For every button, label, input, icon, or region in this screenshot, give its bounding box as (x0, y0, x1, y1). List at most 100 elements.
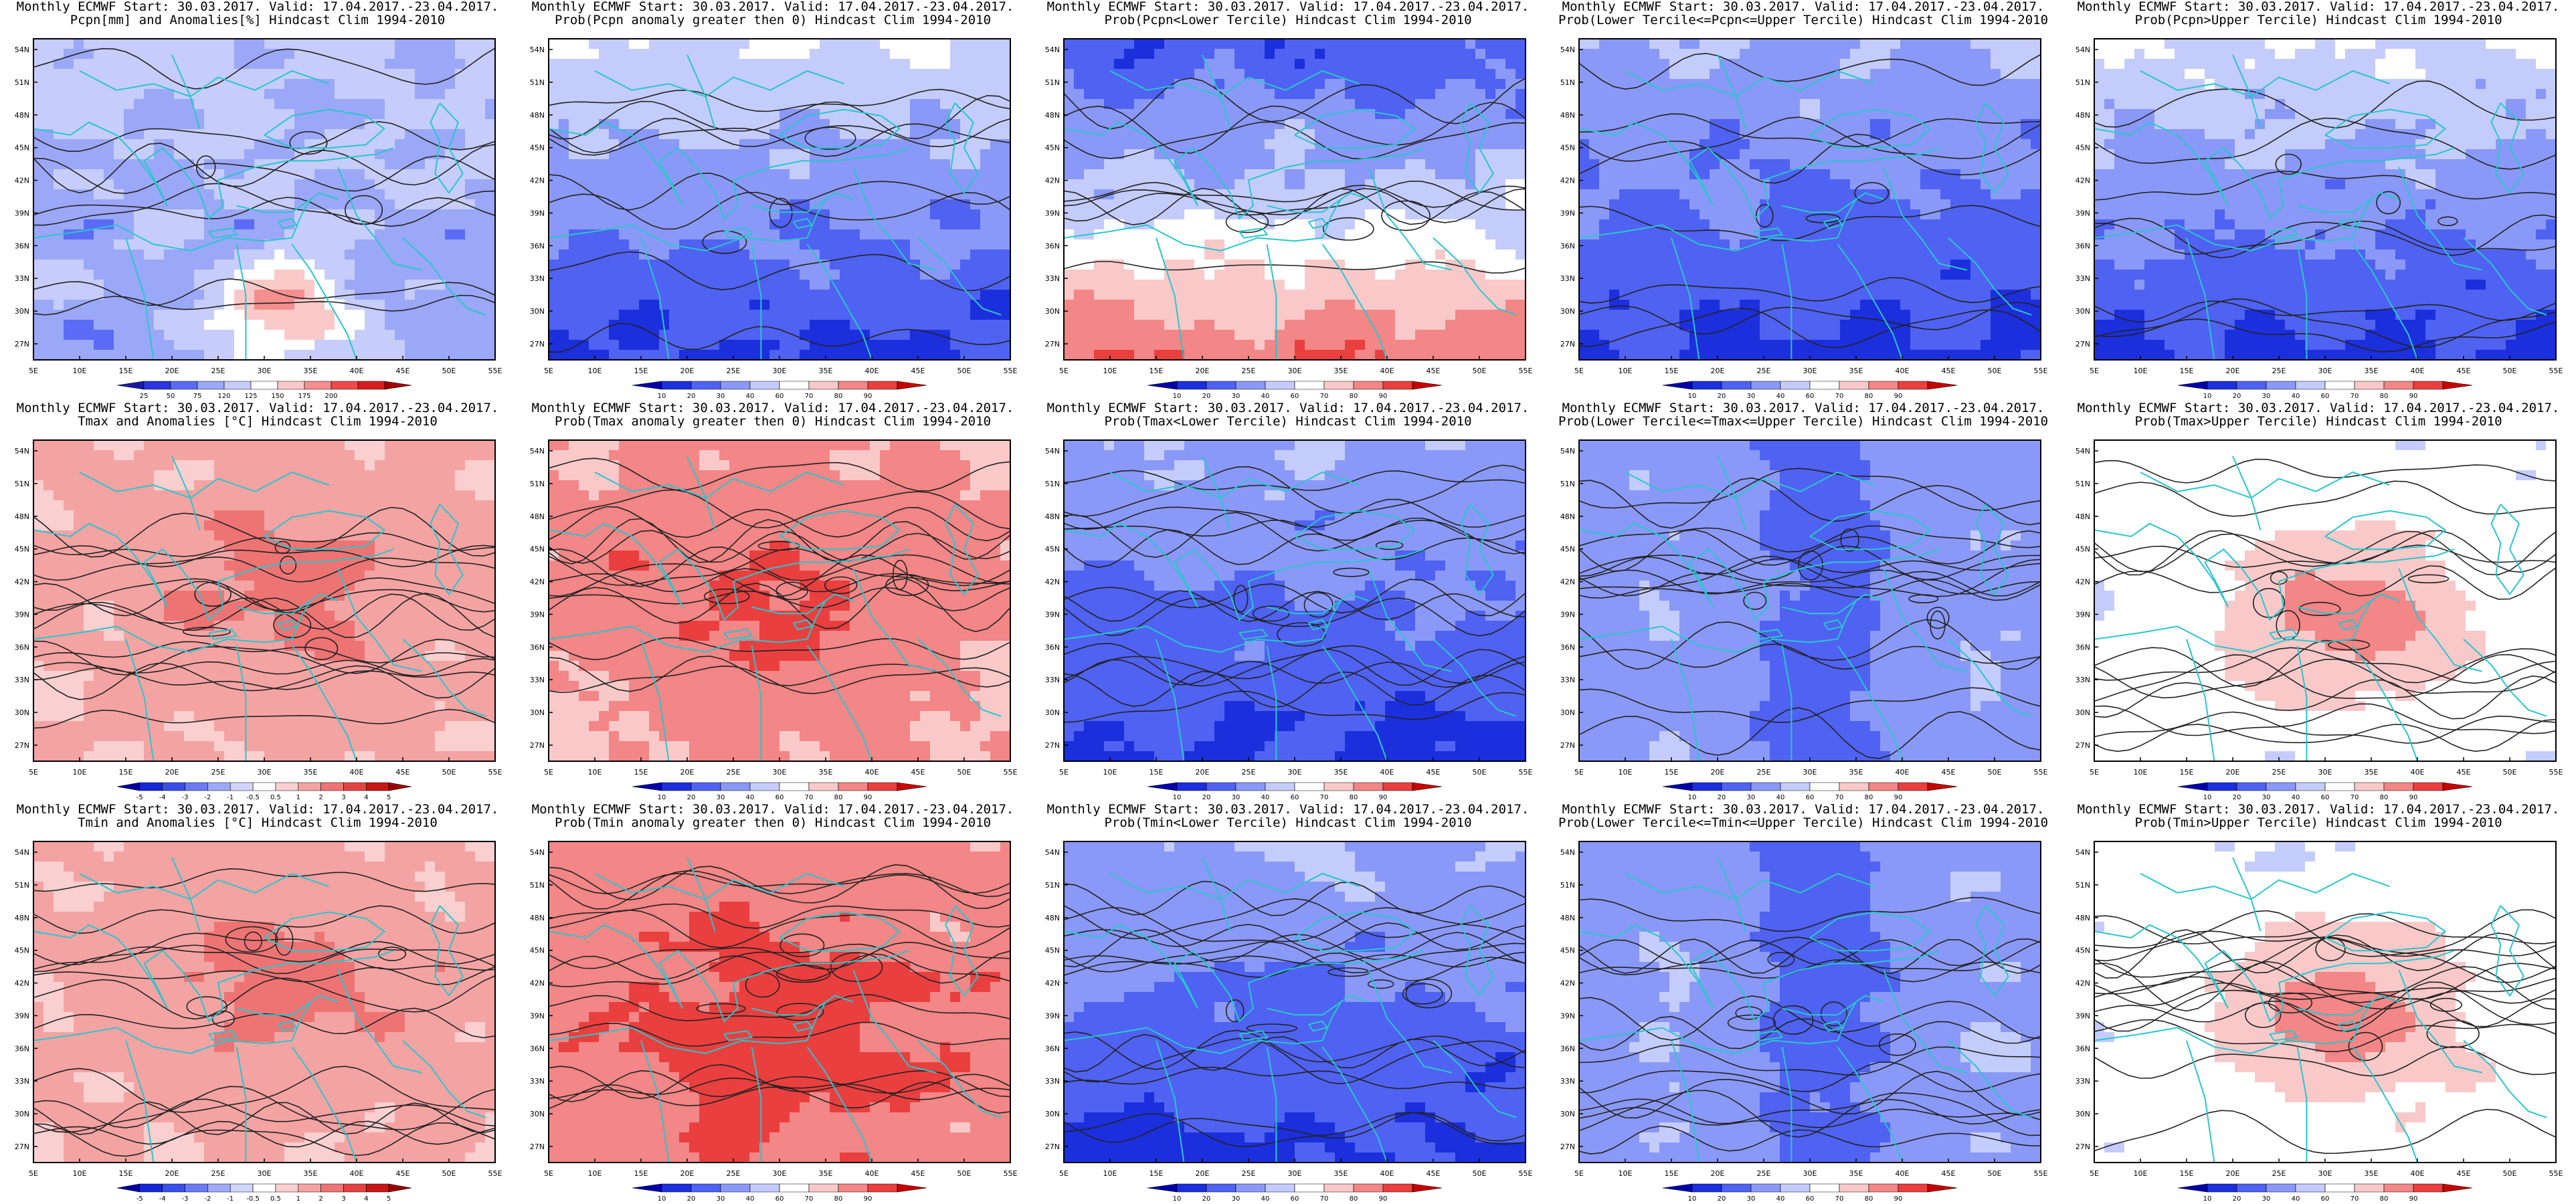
lat-label: 39N (1560, 209, 1575, 217)
map-panel: Monthly ECMWF Start: 30.03.2017. Valid: … (0, 401, 515, 803)
map-plot: 54N 51N 48N 45N 42N 39N 36N 33N 30N 27N 5E 10E 15E 20… (530, 38, 1018, 400)
lat-label: 45N (1560, 545, 1575, 554)
lon-label: 45E (2457, 1169, 2471, 1178)
colorbar-segment (207, 782, 231, 791)
lon-label: 20E (1196, 768, 1210, 777)
colorbar-segment (1721, 1183, 1752, 1193)
map-panel: Monthly ECMWF Start: 30.03.2017. Valid: … (515, 803, 1030, 1204)
colorbar-segment (298, 782, 321, 791)
colorbar-segment (275, 1183, 299, 1193)
lat-label: 54N (15, 848, 29, 857)
contour-lines (2094, 909, 2556, 1155)
lat-label: 45N (15, 545, 29, 554)
lon-label: 5E (1059, 768, 1069, 777)
lon-label: 20E (1711, 768, 1725, 777)
lon-label: 5E (2090, 768, 2099, 777)
lat-label: 42N (1045, 177, 1060, 185)
panel-title-variable: Prob(Pcpn<Lower Tercile) Hindcast Clim 1… (1030, 13, 1546, 27)
colorbar-segment (116, 381, 145, 390)
colorbar-tick-label: 20 (1202, 393, 1211, 400)
colorbar-segment (1235, 381, 1266, 390)
lat-label: 42N (1560, 177, 1575, 185)
map-panel: Monthly ECMWF Start: 30.03.2017. Valid: … (1546, 0, 2061, 401)
colorbar-tick-label: 20 (1202, 1195, 1211, 1203)
lat-label: 48N (15, 914, 29, 922)
colorbar-tick-label: 30 (2262, 393, 2271, 400)
colorbar-tick-label: 30 (1232, 1195, 1240, 1203)
coastlines (549, 857, 1002, 1163)
colorbar-tick-label: 60 (2321, 794, 2330, 801)
lat-label: 54N (15, 45, 29, 54)
lat-label: 33N (15, 274, 29, 283)
lon-label: 55E (488, 367, 502, 375)
lat-label: 54N (15, 447, 29, 456)
lon-label: 50E (2503, 367, 2517, 375)
lon-label: 25E (1242, 768, 1256, 777)
contour-lines (1579, 53, 2041, 348)
lon-label: 35E (1334, 768, 1348, 777)
colorbar-segment (1662, 782, 1693, 791)
lat-label: 48N (1045, 111, 1060, 120)
lat-label: 36N (2076, 1044, 2090, 1053)
colorbar-tick-label: 70 (1835, 794, 1844, 801)
colorbar-tick-label: 30 (2262, 1195, 2271, 1203)
lon-label: 15E (2180, 1169, 2194, 1178)
colorbar-segment (1898, 381, 1928, 390)
colorbar-segment (1206, 1183, 1236, 1193)
contour-lines (549, 864, 1010, 1114)
colorbar-tick-label: 30 (1747, 794, 1756, 801)
lon-label: 20E (680, 1169, 695, 1178)
map-plot: 54N 51N 48N 45N 42N 39N 36N 33N 30N 27N 5E 10E 15E 20… (2076, 841, 2563, 1203)
lat-label: 27N (15, 340, 29, 348)
lon-label: 45E (1427, 367, 1441, 375)
colorbar-segment (1382, 1183, 1413, 1193)
lat-label: 36N (1045, 241, 1060, 250)
colorbar-segment (1780, 782, 1811, 791)
lat-label: 54N (1045, 447, 1060, 456)
lon-label: 25E (2272, 768, 2286, 777)
contour-lines (1579, 468, 2041, 759)
colorbar-tick-label: 90 (864, 393, 872, 400)
colorbar-tick-label: 30 (1232, 393, 1240, 400)
lat-label: 51N (15, 480, 29, 488)
lat-label: 30N (1560, 1110, 1575, 1118)
colorbar-segment (808, 381, 839, 390)
lat-label: 36N (15, 241, 29, 250)
coastlines (1579, 857, 2032, 1163)
colorbar: 10 20 30 40 60 70 80 90 (1147, 782, 1443, 801)
contour-lines (1064, 77, 1526, 274)
panel-title-variable: Prob(Pcpn>Upper Tercile) Hindcast Clim 1… (2061, 13, 2576, 27)
colorbar-segment (357, 381, 385, 390)
colorbar-tick-label: 10 (658, 1195, 666, 1203)
colorbar-segment (1809, 782, 1840, 791)
colorbar-tick-label: 40 (1261, 393, 1270, 400)
panel-title-header: Monthly ECMWF Start: 30.03.2017. Valid: … (515, 401, 1030, 415)
colorbar-segment (1294, 782, 1325, 791)
panel-title-header: Monthly ECMWF Start: 30.03.2017. Valid: … (2061, 803, 2576, 817)
lat-label: 30N (530, 708, 545, 717)
lat-label: 45N (15, 946, 29, 955)
colorbar-tick-label: 40 (2292, 1195, 2300, 1203)
panel-title-variable: Prob(Lower Tercile<=Pcpn<=Upper Tercile)… (1546, 13, 2061, 27)
lon-label: 20E (1196, 367, 1210, 375)
lon-label: 50E (1988, 768, 2002, 777)
panel-title-header: Monthly ECMWF Start: 30.03.2017. Valid: … (0, 803, 515, 817)
colorbar-tick-label: 60 (1806, 1195, 1815, 1203)
colorbar-tick-label: 40 (746, 393, 755, 400)
colorbar-segment (1176, 1183, 1207, 1193)
lat-label: 33N (1560, 676, 1575, 684)
panel-title-variable: Tmin and Anomalies [°C] Hindcast Clim 19… (0, 816, 515, 830)
lon-label: 55E (2034, 367, 2048, 375)
colorbar-segment (275, 782, 299, 791)
colorbar-segment (143, 381, 171, 390)
panel-title-variable: Prob(Lower Tercile<=Tmin<=Upper Tercile)… (1546, 816, 2061, 830)
lon-label: 5E (2090, 367, 2099, 375)
colorbar-segment (867, 782, 898, 791)
lon-label: 5E (544, 768, 553, 777)
colorbar-tick-label: 60 (2321, 393, 2330, 400)
shaded-field (1579, 440, 2041, 761)
lon-label: 10E (588, 768, 602, 777)
lon-label: 50E (957, 768, 972, 777)
lat-label: 54N (1560, 45, 1575, 54)
lat-label: 27N (530, 340, 545, 348)
